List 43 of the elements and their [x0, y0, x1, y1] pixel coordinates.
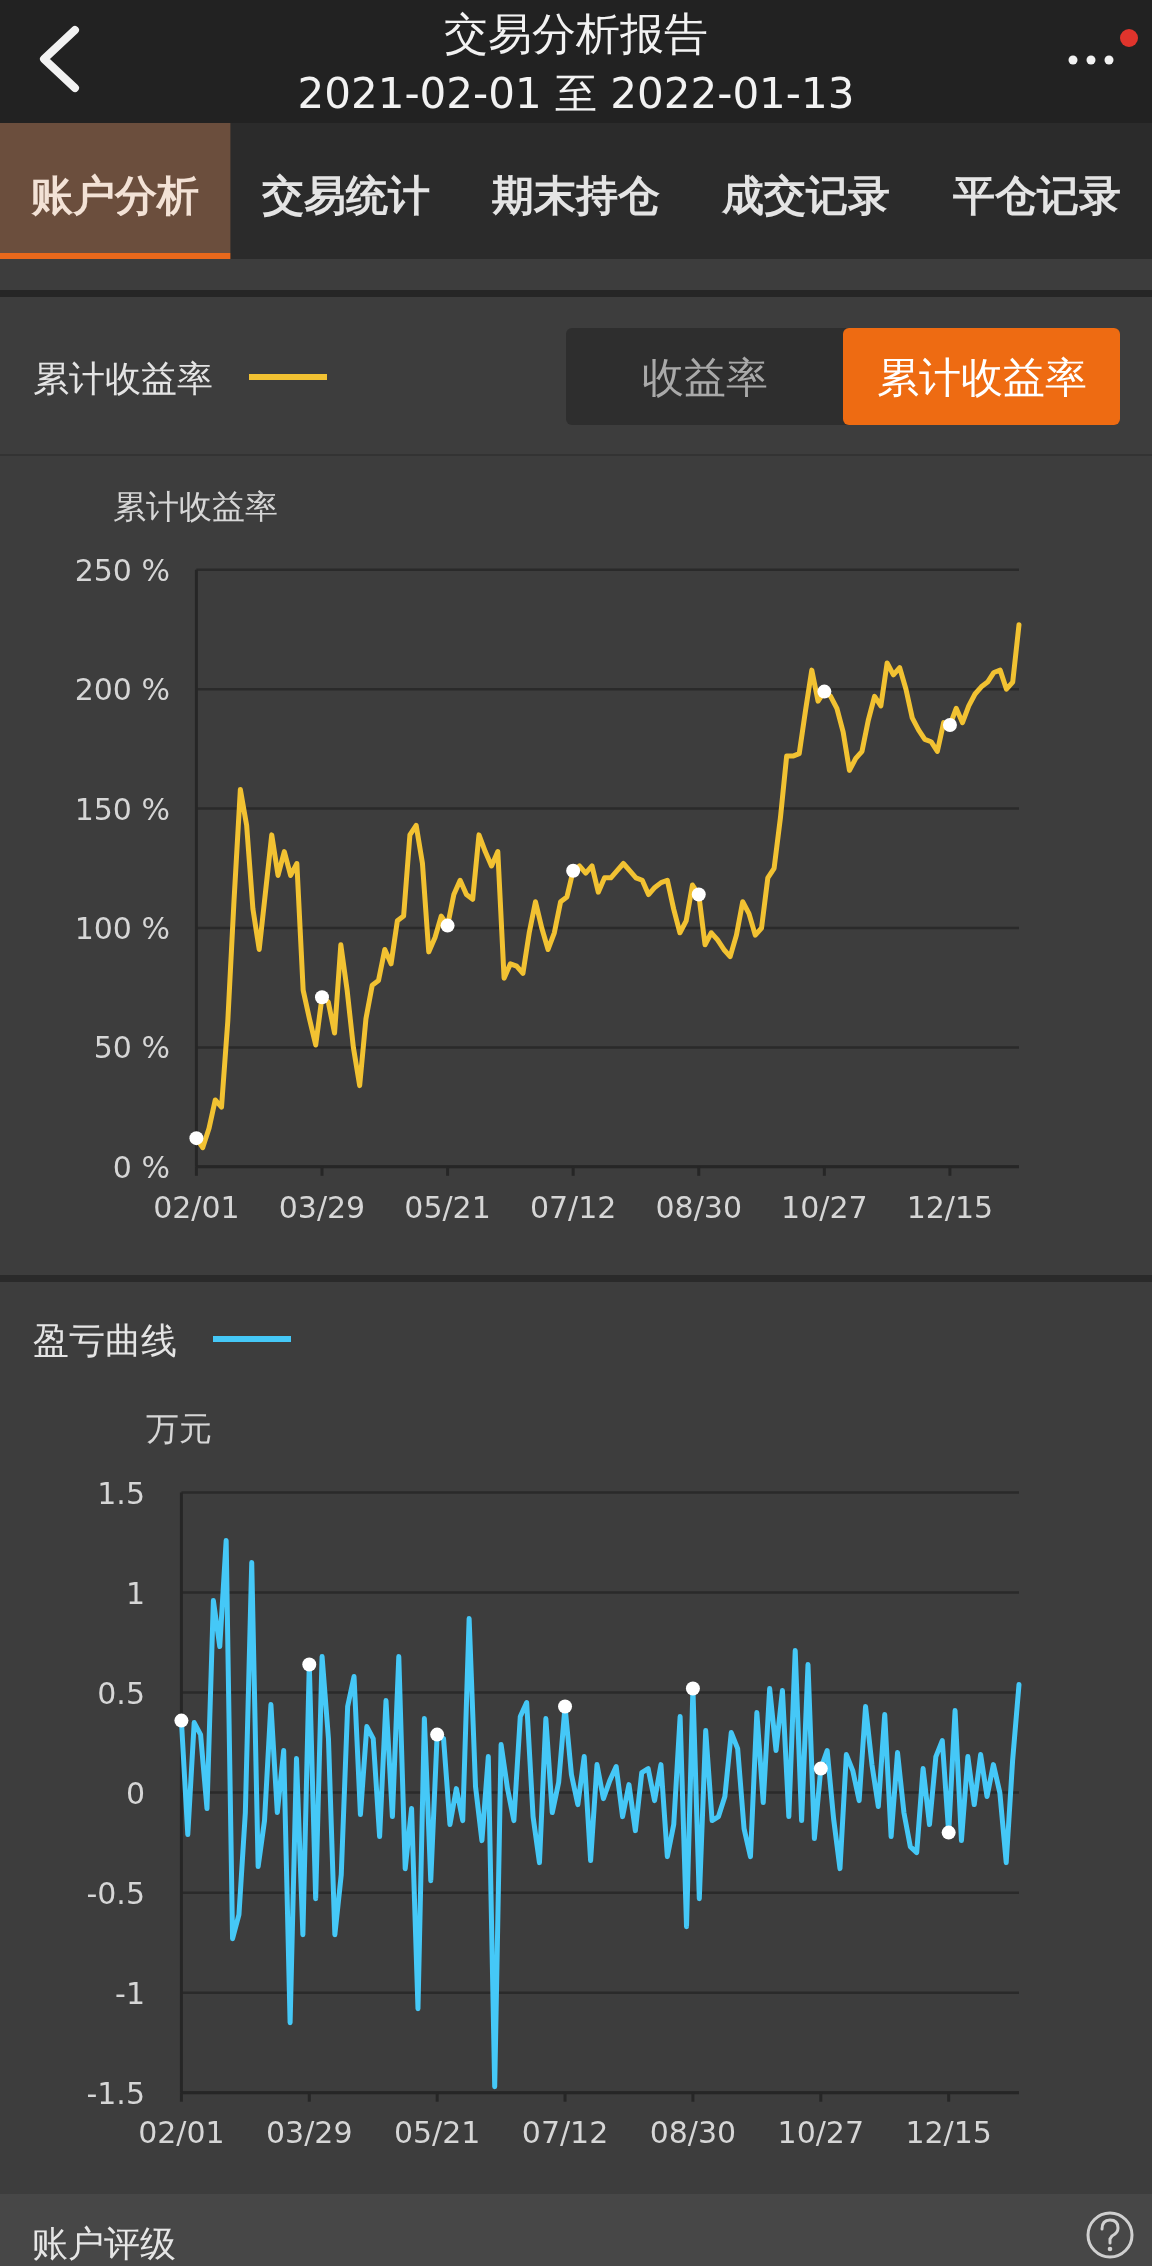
y-tick-label: 1.5 [97, 1475, 145, 1511]
x-tick-label: 05/21 [404, 1190, 491, 1225]
y-tick-label: 0 [125, 1775, 145, 1811]
x-tick-label: 07/12 [521, 2115, 609, 2150]
y-tick-label: 250 % [74, 552, 170, 588]
text: 交易分析报告 [444, 8, 708, 59]
x-tick-label: 07/12 [529, 1190, 617, 1225]
text: 收益率 [641, 352, 768, 402]
text: 累计收益率 [876, 352, 1087, 402]
y-tick-label: 1 [125, 1575, 145, 1611]
x-tick-label: 05/21 [393, 2115, 481, 2150]
text: 账户评级 [32, 2223, 176, 2264]
legend-label: 累计收益率 [33, 358, 213, 399]
text: 2021-02-01 至 2022-01-13 [297, 69, 855, 118]
x-tick-label: 03/29 [266, 2115, 353, 2150]
legend-label: 盈亏曲线 [33, 1320, 177, 1361]
x-tick-label: 10/27 [781, 1190, 868, 1225]
x-tick-label: 02/01 [153, 1190, 240, 1225]
legend: 盈亏曲线 [33, 1320, 291, 1361]
y-tick-label: 200 % [74, 672, 170, 708]
text: 成交记录 [721, 171, 891, 220]
text: 交易统计 [260, 171, 430, 220]
x-tick-label: 03/29 [278, 1190, 366, 1225]
legend: 累计收益率 [33, 358, 327, 399]
y-tick-label: -1 [115, 1975, 145, 2011]
x-tick-label: 02/01 [138, 2115, 225, 2150]
y-tick-label: 0 % [112, 1149, 170, 1185]
y-tick-label: 100 % [74, 911, 170, 946]
y-tick-label: 150 % [74, 791, 170, 827]
y-tick-label: -0.5 [86, 1875, 145, 1911]
x-tick-label: 08/30 [655, 1190, 742, 1225]
y-axis-title: 累计收益率 [112, 487, 278, 526]
text: 账户分析 [31, 171, 200, 220]
x-tick-label: 12/15 [906, 1190, 994, 1225]
y-tick-label: -1.5 [86, 2075, 145, 2111]
y-tick-label: 50 % [93, 1030, 170, 1066]
text: 期末持仓 [491, 171, 660, 220]
x-tick-label: 08/30 [649, 2115, 737, 2150]
y-tick-label: 0.5 [97, 1675, 145, 1711]
x-tick-label: 12/15 [905, 2115, 992, 2150]
text: 平仓记录 [951, 171, 1121, 220]
x-tick-label: 10/27 [777, 2115, 865, 2150]
y-axis-title: 万元 [146, 1409, 212, 1448]
